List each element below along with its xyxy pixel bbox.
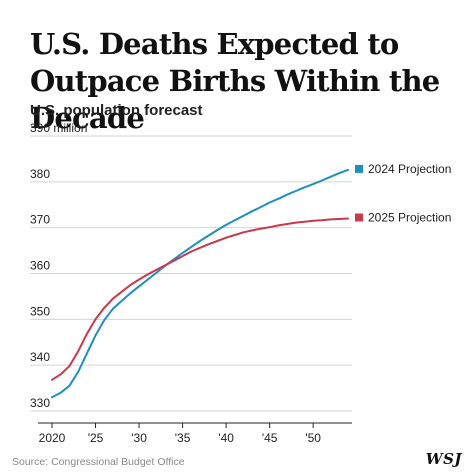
series-lines — [51, 168, 349, 399]
grid-layer — [30, 135, 352, 428]
y-tick-label: 330 — [30, 396, 50, 410]
x-tick-label: '35 — [175, 431, 191, 445]
series-line-2 — [51, 217, 349, 381]
chart-subtitle: U.S. population forecast — [30, 102, 203, 119]
source-note: Source: Congressional Budget Office — [12, 456, 185, 468]
y-tick-label: 390 million — [30, 121, 87, 135]
y-tick-label: 370 — [30, 213, 50, 227]
x-axis-labels: 2020 '25 '30 '35 '40 '45 '50 — [39, 431, 322, 445]
legend: 2024 Projection 2025 Projection — [355, 162, 451, 225]
x-tick-label: '50 — [305, 431, 321, 445]
x-tick-label: '30 — [131, 431, 147, 445]
x-tick-label: 2020 — [39, 431, 66, 445]
series-line-1 — [51, 168, 349, 399]
wsj-logo: WSJ — [425, 450, 462, 468]
y-tick-label: 360 — [30, 259, 50, 273]
legend-label-2: 2025 Projection — [368, 211, 451, 225]
legend-swatch-1 — [355, 164, 363, 173]
chart-title: U.S. Deaths Expected to Outpace Births W… — [30, 27, 440, 135]
legend-label-1: 2024 Projection — [368, 162, 451, 176]
legend-swatch-2 — [355, 213, 363, 222]
y-axis-labels: 330 340 350 360 370 380 390 million — [30, 121, 87, 410]
y-tick-label: 350 — [30, 304, 50, 318]
x-tick-label: '40 — [218, 431, 234, 445]
y-tick-label: 380 — [30, 167, 50, 181]
x-tick-label: '45 — [262, 431, 278, 445]
x-tick-label: '25 — [88, 431, 104, 445]
y-tick-label: 340 — [30, 350, 50, 364]
